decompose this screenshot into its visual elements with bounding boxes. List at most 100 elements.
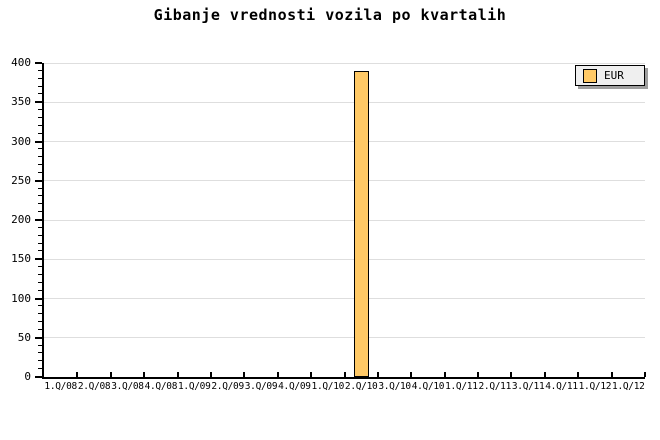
chart-title: Gibanje vrednosti vozila po kvartalih	[153, 6, 507, 24]
y-gridline	[44, 141, 645, 142]
y-axis-label: 250	[11, 173, 31, 187]
legend-label: EUR	[604, 69, 624, 82]
y-tick-minor	[38, 368, 42, 370]
y-tick-minor	[38, 109, 42, 111]
x-tick	[209, 372, 212, 377]
y-gridline	[44, 298, 645, 299]
x-tick	[477, 372, 480, 377]
y-tick-minor	[38, 250, 42, 252]
x-axis-label: 4.Q/10	[411, 381, 445, 392]
y-axis-label: 0	[24, 370, 31, 383]
y-tick-minor	[38, 203, 42, 205]
y-axis-label: 400	[11, 56, 31, 69]
y-tick-minor	[38, 226, 42, 228]
x-tick	[644, 372, 646, 377]
y-axis-label: 50	[17, 330, 31, 344]
x-axis-label: 2.Q/09	[211, 381, 244, 392]
y-tick-minor	[38, 360, 42, 362]
legend: EUR	[575, 65, 645, 86]
x-tick	[76, 372, 79, 377]
y-tick-minor	[38, 289, 42, 291]
x-axis-label: 2.Q/08	[77, 381, 111, 392]
y-axis-label: 350	[11, 95, 31, 109]
y-axis-label: 150	[11, 252, 31, 266]
x-axis-label: 2.Q/10	[344, 381, 378, 392]
y-tick-major	[35, 376, 42, 378]
y-tick-minor	[38, 156, 42, 158]
y-tick-minor	[38, 69, 42, 71]
x-axis-label: 1.Q/08	[44, 381, 77, 392]
x-tick	[376, 372, 379, 377]
y-tick-minor	[38, 171, 42, 173]
y-axis-label: 300	[11, 134, 31, 148]
y-tick-minor	[38, 116, 42, 118]
y-tick-major	[35, 336, 42, 339]
x-axis-label: 4.Q/08	[144, 381, 178, 392]
y-axis-labels: 0 50 100 150 200 250 300 350 400	[0, 57, 31, 383]
x-axis-label: 3.Q/08	[111, 381, 144, 392]
x-axis-label: 1.Q/12	[578, 381, 612, 392]
x-tick	[610, 372, 613, 377]
y-tick-major	[35, 179, 42, 182]
y-tick-major	[35, 140, 42, 143]
y-tick-minor	[38, 328, 42, 330]
x-tick	[243, 372, 246, 377]
legend-swatch-icon	[583, 68, 597, 83]
y-tick-major	[35, 101, 42, 104]
y-tick-minor	[38, 77, 42, 79]
x-axis-label: 4.Q/09	[278, 381, 311, 392]
y-tick-minor	[38, 281, 42, 283]
x-tick	[443, 372, 446, 377]
y-tick-minor	[38, 234, 42, 236]
y-tick-minor	[38, 187, 42, 189]
x-tick	[143, 372, 146, 377]
y-tick-minor	[38, 273, 42, 275]
y-tick-major	[35, 219, 42, 221]
y-tick-major	[35, 62, 42, 64]
x-tick	[577, 372, 580, 377]
y-tick-minor	[38, 195, 42, 197]
y-tick-minor	[38, 124, 42, 126]
y-tick-minor	[38, 305, 42, 307]
x-tick	[276, 372, 279, 377]
x-tick	[310, 372, 313, 377]
y-tick-minor	[38, 85, 42, 87]
y-tick-minor	[38, 352, 42, 354]
x-axis-label: 3.Q/11	[511, 381, 545, 392]
x-tick	[343, 372, 346, 377]
y-gridline	[44, 337, 645, 339]
y-tick-minor	[38, 321, 42, 323]
y-tick-minor	[38, 266, 42, 268]
x-axis-label: 4.Q/11	[545, 381, 578, 392]
x-axis-label: 2.Q/11	[478, 381, 512, 392]
y-gridline	[44, 258, 645, 260]
y-tick-minor	[38, 211, 42, 213]
y-gridline	[44, 101, 645, 103]
y-tick-minor	[38, 148, 42, 150]
x-tick	[109, 372, 112, 377]
y-gridline	[44, 219, 645, 221]
x-axis-label: 1.Q/11	[445, 381, 478, 392]
y-axis-label: 200	[11, 213, 31, 226]
y-gridline	[44, 62, 645, 64]
plot-area	[35, 62, 646, 379]
bar-2q10	[353, 70, 369, 377]
x-tick	[543, 372, 546, 377]
x-axis-label: 1.Q/09	[177, 381, 211, 392]
y-axis-label: 100	[11, 291, 31, 305]
x-tick	[510, 372, 513, 377]
x-axis-label: 3.Q/09	[244, 381, 278, 392]
x-axis-labels: 1.Q/08 2.Q/08 3.Q/08 4.Q/08 1.Q/09 2.Q/09 3.Q/…	[44, 381, 645, 395]
x-tick	[176, 372, 179, 377]
y-tick-minor	[38, 313, 42, 315]
y-tick-minor	[38, 132, 42, 134]
x-axis-label: 1.Q/12	[612, 381, 645, 392]
y-tick-minor	[38, 164, 42, 166]
x-tick	[410, 372, 413, 377]
y-gridline	[44, 180, 645, 182]
y-tick-minor	[38, 93, 42, 95]
y-tick-minor	[38, 344, 42, 346]
y-tick-major	[35, 297, 42, 300]
y-tick-major	[35, 258, 42, 261]
